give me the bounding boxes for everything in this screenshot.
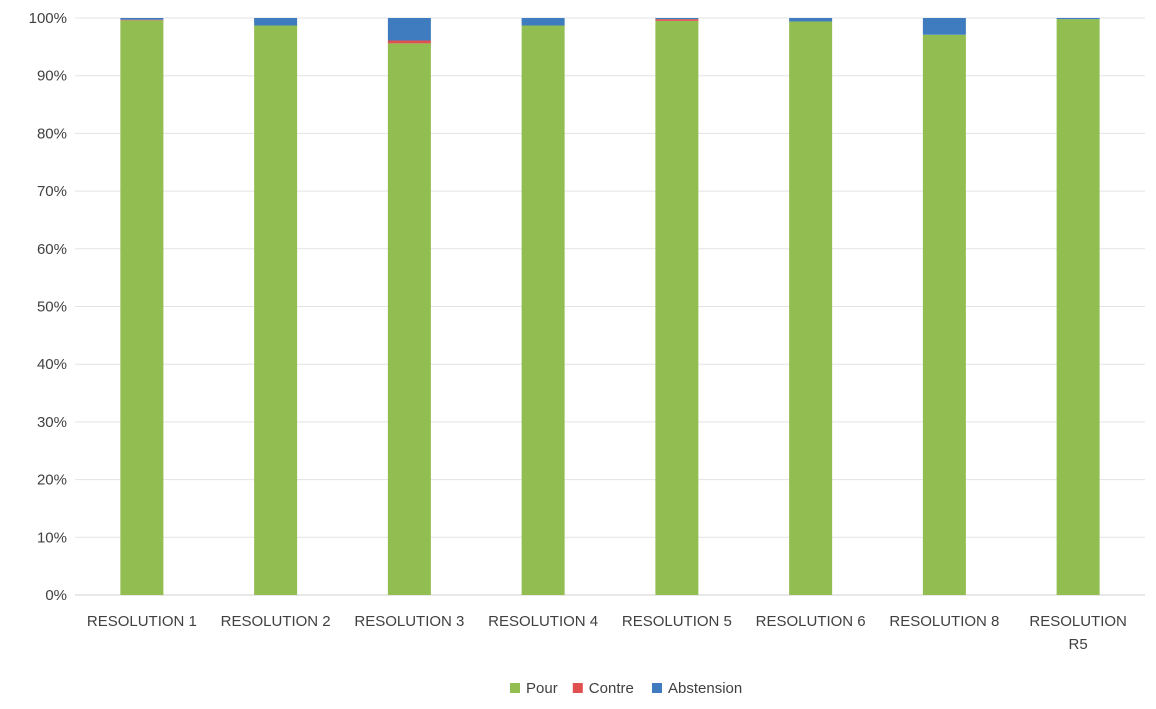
bar-segment-abstension [387,18,431,41]
y-axis-ticks: 0% 10% 20% 30% 40% 50% 60% 70% 80% 90% 100% [29,10,67,604]
bar-segment-abstension [1056,18,1100,20]
bar-segment-pour [922,34,966,595]
x-tick-label: RESOLUTION 6 [756,613,866,630]
bar-segment-abstension [789,18,833,22]
x-tick-label: RESOLUTION 5 [622,613,732,630]
x-tick-label: RESOLUTION 4 [488,613,598,630]
x-tick-label: RESOLUTION [1029,613,1127,630]
bar-segment-pour [120,20,164,596]
bar-segment-abstension [922,18,966,35]
x-axis-labels: RESOLUTION 1 RESOLUTION 2 RESOLUTION 3 RESO… [87,613,1127,653]
bar-segment-contre [655,19,699,21]
bar-segment-abstension [655,18,699,20]
y-tick-label: 80% [37,125,67,142]
legend-label-contre: Contre [589,680,634,697]
y-tick-label: 10% [37,529,67,546]
grid-lines [75,17,1145,596]
legend-swatch-contre [572,683,583,693]
y-tick-label: 40% [37,356,67,373]
x-tick-label: RESOLUTION 2 [221,613,331,630]
bar-segment-pour [789,21,833,596]
bar-segment-pour [254,25,298,596]
y-tick-label: 100% [29,10,67,27]
legend-label-abstension: Abstension [668,680,742,697]
bar-segment-abstension [254,18,298,26]
legend-label-pour: Pour [526,680,558,697]
legend: Pour Contre Abstension [510,680,742,697]
x-tick-label: R5 [1069,636,1088,653]
bar-segment-pour [521,25,565,596]
bar-segment-contre [120,19,164,21]
bar-segment-pour [387,43,431,595]
bar-segment-abstension [120,18,164,20]
y-tick-label: 50% [37,299,67,316]
y-tick-label: 70% [37,183,67,200]
y-tick-label: 30% [37,414,67,431]
bar-segment-pour [655,20,699,595]
legend-swatch-abstension [652,683,662,693]
y-tick-label: 20% [37,472,67,489]
bar-segment-pour [1056,19,1100,596]
x-tick-label: RESOLUTION 3 [354,613,464,630]
legend-swatch-pour [510,683,520,693]
x-tick-label: RESOLUTION 1 [87,613,197,630]
y-tick-label: 60% [37,241,67,258]
y-tick-label: 0% [45,587,67,604]
y-tick-label: 90% [37,68,67,85]
bars [120,18,1100,596]
bar-segment-abstension [521,18,565,26]
bar-segment-contre [387,40,431,44]
x-tick-label: RESOLUTION 8 [889,613,999,630]
